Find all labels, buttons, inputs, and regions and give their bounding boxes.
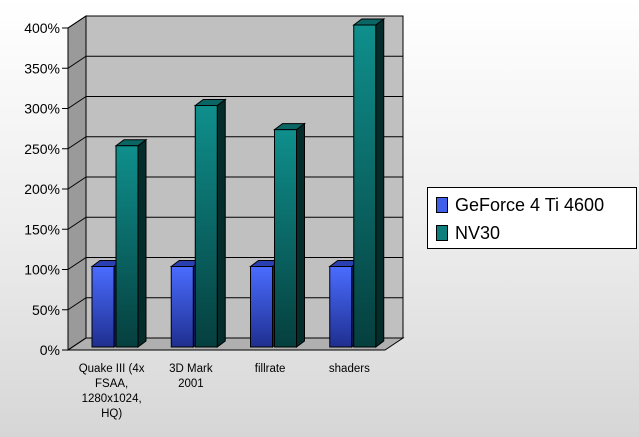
bar-side — [296, 122, 305, 348]
y-tick-label: 250% — [24, 141, 60, 157]
y-axis-ticks: 0% 50% 100% 150% 200% 250% 300% 350% 400% — [24, 20, 60, 358]
bar-side — [137, 138, 147, 348]
gridline-side — [67, 136, 87, 150]
gridline-side — [67, 216, 87, 230]
legend: GeForce 4 Ti 4600 NV30 — [427, 187, 637, 249]
x-tick-line: Quake III (4x — [79, 363, 145, 375]
y-tick-label: 350% — [24, 60, 60, 76]
legend-label-nv30: NV30 — [455, 222, 501, 243]
y-tick-label: 100% — [24, 262, 60, 278]
gridline-side — [67, 176, 87, 190]
x-tick-line: shaders — [329, 363, 370, 375]
y-tick-label: 150% — [24, 221, 60, 237]
x-tick-line: fillrate — [255, 363, 286, 375]
x-tick-line: HQ) — [101, 408, 122, 420]
gridline-side — [67, 337, 87, 351]
bar — [170, 266, 194, 348]
y-tick-label: 200% — [24, 181, 60, 197]
bar — [353, 24, 377, 348]
gridline-side — [67, 15, 87, 29]
x-tick-label: Quake III (4x FSAA, 1280x1024, HQ) — [79, 363, 145, 420]
y-tick-label: 50% — [32, 302, 60, 318]
x-tick-label: 3D Mark 2001 — [169, 363, 213, 390]
x-tick-label: shaders — [329, 363, 370, 375]
bars — [90, 18, 386, 348]
gridline-side — [67, 55, 87, 69]
bar — [274, 129, 297, 348]
bar — [329, 266, 353, 348]
bar — [115, 145, 139, 348]
gridline-side — [67, 96, 87, 109]
gridline-side — [67, 297, 87, 311]
bar-side — [375, 18, 385, 348]
x-axis-labels: Quake III (4x FSAA, 1280x1024, HQ) 3D Mark 20… — [79, 363, 370, 420]
x-tick-line: 3D Mark — [169, 363, 213, 375]
x-tick-label: fillrate — [255, 363, 286, 375]
legend-item-nv30: NV30 — [436, 222, 500, 244]
legend-swatch-geforce — [436, 197, 448, 213]
x-tick-line: FSAA, — [95, 378, 128, 390]
bar-side — [216, 98, 226, 348]
legend-label-geforce: GeForce 4 Ti 4600 — [455, 194, 605, 215]
gridline-side — [67, 257, 87, 270]
x-tick-line: 1280x1024, — [82, 393, 142, 405]
legend-swatch-nv30 — [436, 225, 448, 241]
y-tick-label: 0% — [40, 342, 60, 358]
y-tick-label: 400% — [24, 20, 60, 36]
x-tick-line: 2001 — [178, 378, 204, 390]
bar — [91, 266, 115, 348]
bar — [250, 266, 273, 348]
legend-item-geforce: GeForce 4 Ti 4600 — [436, 194, 604, 216]
bar — [194, 105, 218, 348]
y-tick-label: 300% — [24, 101, 60, 117]
